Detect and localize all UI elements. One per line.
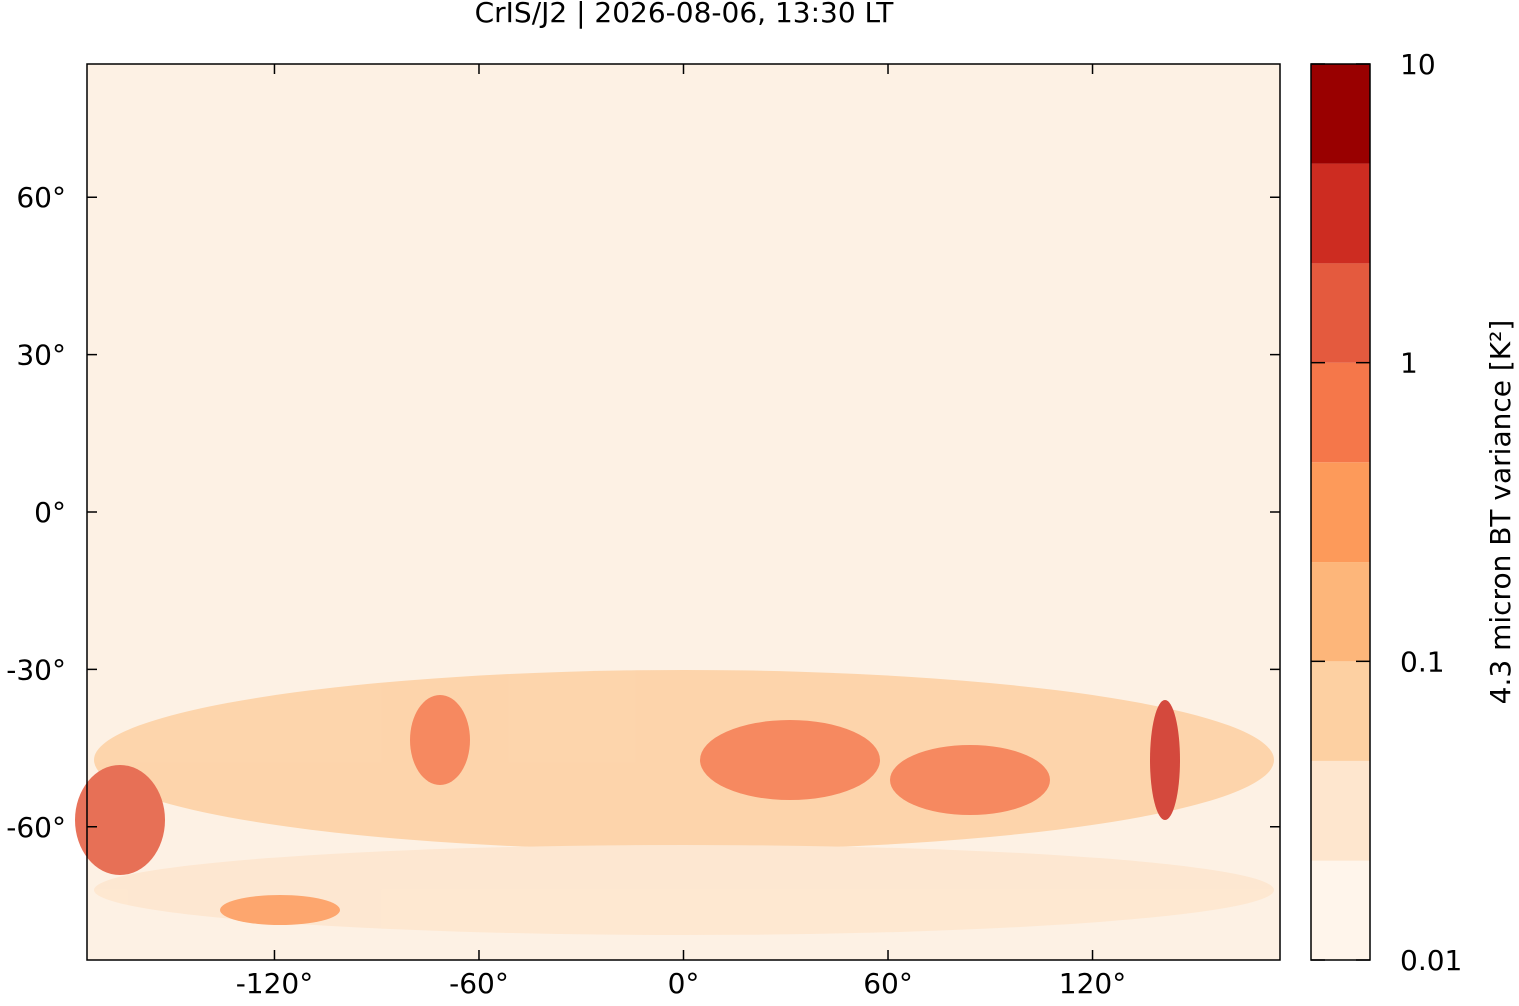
colorbar-frame <box>1310 63 1371 961</box>
colorbar-tick-label: 0.01 <box>1400 944 1462 977</box>
colorbar-tick-label: 0.1 <box>1400 645 1445 678</box>
chart-title: CrIS/J2 | 2026-08-06, 13:30 LT <box>475 0 895 29</box>
colorbar-tick-label: 1 <box>1400 347 1418 380</box>
y-tick-label: 0° <box>34 496 66 529</box>
colorbar-band <box>1311 661 1370 761</box>
colorbar-tick-label: 10 <box>1400 48 1436 81</box>
colorbar-band <box>1311 163 1370 264</box>
colorbar-band <box>1311 64 1370 164</box>
colorbar-band <box>1311 362 1370 463</box>
y-tick-label: 30° <box>16 339 66 372</box>
x-tick-label: 120° <box>1059 967 1126 1000</box>
y-tick-label: -60° <box>6 811 66 844</box>
colorbar-label: 4.3 micron BT variance [K²] <box>1484 320 1517 705</box>
heat-patches <box>75 670 1274 935</box>
colorbar-band <box>1311 860 1370 960</box>
x-tick-label: 60° <box>863 967 913 1000</box>
y-tick-label: 60° <box>16 181 66 214</box>
colorbar-band <box>1311 462 1370 563</box>
colorbar-band <box>1311 263 1370 363</box>
x-tick-label: -60° <box>449 967 509 1000</box>
colorbar-band <box>1311 760 1370 861</box>
colorbar-band <box>1311 562 1370 662</box>
x-tick-label: 0° <box>668 967 700 1000</box>
x-tick-label: -120° <box>236 967 314 1000</box>
y-tick-label: -30° <box>6 653 66 686</box>
